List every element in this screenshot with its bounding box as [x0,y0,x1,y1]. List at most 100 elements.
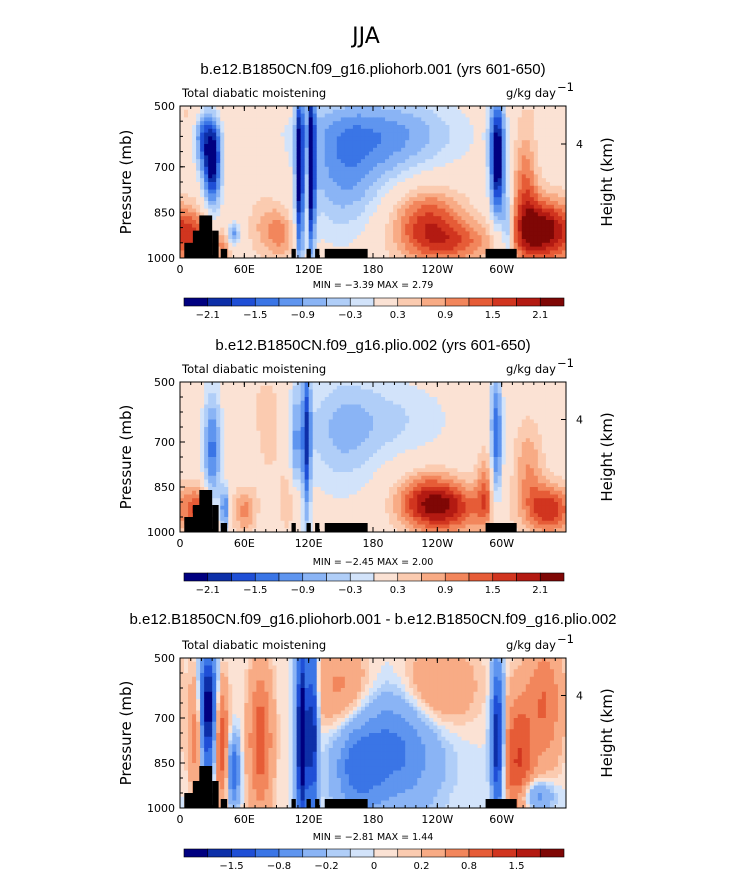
heatmap-cell [497,212,503,217]
heatmap-cell [236,204,241,209]
heatmap-cell [501,182,507,187]
heatmap-cell [409,185,414,190]
heatmap-cell [405,389,410,394]
heatmap-cell [473,212,478,217]
heatmap-cell [513,235,519,240]
heatmap-cell [300,231,306,236]
heatmap-cell [453,242,458,247]
heatmap-cell [433,178,438,183]
heatmap-cell [228,382,233,387]
heatmap-cell [320,400,326,405]
heatmap-cell [433,242,438,247]
heatmap-cell [521,408,527,413]
heatmap-cell [445,223,450,228]
heatmap-cell [364,404,370,409]
heatmap-cell [397,223,402,228]
heatmap-cell [340,132,346,137]
heatmap-cell [453,208,458,213]
heatmap-cell [509,393,515,398]
heatmap-cell [304,385,310,390]
heatmap-cell [240,216,245,221]
heatmap-cell [212,140,217,145]
heatmap-cell [356,163,362,168]
heatmap-cell [449,106,454,111]
heatmap-cell [441,201,446,206]
heatmap-cell [180,136,185,141]
heatmap-cell [296,246,302,251]
heatmap-cell [348,400,354,405]
heatmap-cell [425,109,430,114]
heatmap-cell [236,106,241,111]
heatmap-cell [332,144,338,149]
heatmap-cell [473,144,478,149]
heatmap-cell [409,136,414,141]
heatmap-cell [469,106,474,111]
heatmap-cell [296,239,302,244]
heatmap-cell [264,419,269,424]
heatmap-cell [477,155,482,160]
heatmap-cell [260,140,265,145]
heatmap-cell [252,400,257,405]
heatmap-cell [296,136,302,141]
heatmap-cell [248,412,253,417]
heatmap-cell [264,235,269,240]
heatmap-cell [401,235,406,240]
heatmap-cell [188,419,193,424]
heatmap-cell [208,155,213,160]
heatmap-cell [240,144,245,149]
heatmap-cell [236,128,241,133]
heatmap-cell [312,144,318,149]
heatmap-cell [381,389,386,394]
heatmap-cell [252,182,257,187]
heatmap-cell [485,117,490,122]
heatmap-cell [413,121,418,126]
heatmap-cell [533,389,539,394]
heatmap-cell [501,155,507,160]
heatmap-cell [541,128,547,133]
heatmap-cell [393,155,398,160]
heatmap-cell [433,109,438,114]
heatmap-cell [437,197,442,202]
heatmap-cell [196,159,201,164]
heatmap-cell [244,151,249,156]
heatmap-cell [533,400,539,405]
heatmap-cell [477,408,482,413]
heatmap-cell [304,404,310,409]
heatmap-cell [561,163,567,168]
heatmap-cell [220,155,225,160]
heatmap-cell [473,121,478,126]
heatmap-cell [409,132,414,137]
heatmap-cell [296,117,302,122]
heatmap-cell [204,408,209,413]
heatmap-cell [409,189,414,194]
heatmap-cell [493,223,499,228]
heatmap-cell [445,246,450,251]
heatmap-cell [252,128,257,133]
heatmap-cell [405,128,410,133]
heatmap-cell [541,389,547,394]
heatmap-cell [541,155,547,160]
heatmap-cell [509,132,515,137]
heatmap-cell [413,117,418,122]
heatmap-cell [485,223,490,228]
heatmap-cell [276,178,281,183]
heatmap-cell [381,208,386,213]
heatmap-cell [481,125,486,130]
heatmap-cell [212,117,217,122]
heatmap-cell [228,404,233,409]
heatmap-cell [449,204,454,209]
heatmap-cell [332,389,338,394]
heatmap-cell [292,419,297,424]
heatmap-cell [561,408,567,413]
heatmap-cell [344,208,350,213]
heatmap-cell [312,204,318,209]
heatmap-cell [381,132,386,137]
heatmap-cell [425,132,430,137]
heatmap-cell [401,382,406,387]
heatmap-cell [501,109,507,114]
heatmap-cell [493,193,499,198]
heatmap-cell [465,163,470,168]
heatmap-cell [348,189,354,194]
heatmap-cell [413,400,418,405]
heatmap-cell [389,212,394,217]
